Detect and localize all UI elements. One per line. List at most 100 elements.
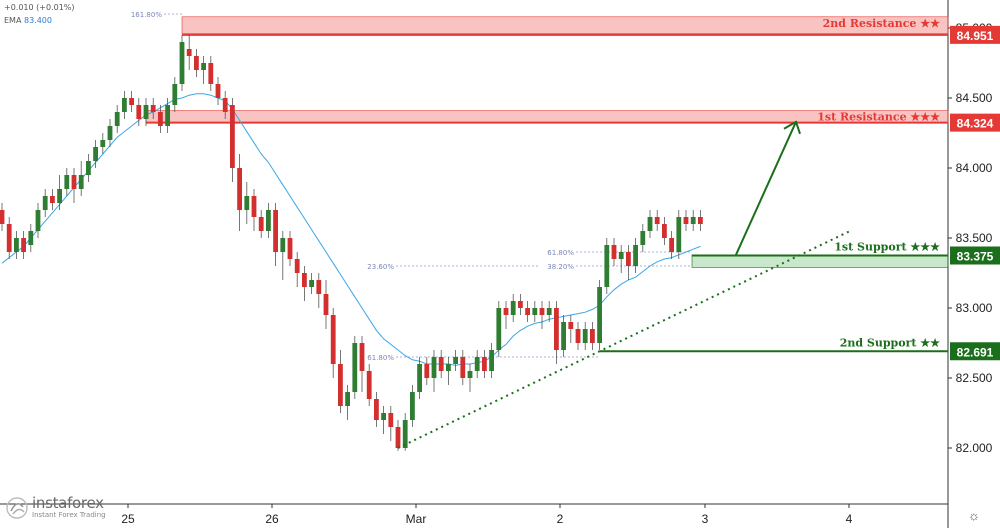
candle-body — [669, 238, 674, 252]
candle-body — [568, 322, 574, 329]
candle-body — [633, 245, 638, 266]
candle-body — [42, 196, 48, 210]
support-trendline — [397, 230, 851, 449]
candle-body — [0, 210, 5, 224]
candle-body — [676, 217, 682, 252]
candle-body — [158, 112, 163, 126]
fib-label: 61.80% — [367, 354, 394, 362]
brand-name: instaforex — [32, 494, 104, 512]
candle-body — [273, 210, 278, 252]
candle-body — [93, 147, 98, 161]
candle-body — [374, 399, 379, 420]
candle-body — [165, 105, 170, 126]
gear-icon[interactable]: ☼ — [968, 508, 980, 523]
fib-label: 38.20% — [547, 263, 574, 271]
x-tick-label: 26 — [265, 512, 279, 526]
candle-body — [222, 98, 228, 112]
candle-body — [266, 210, 271, 231]
candle-body — [489, 350, 494, 371]
x-tick-label: Mar — [406, 512, 427, 526]
resistance-label: 2nd Resistance ★★ — [823, 17, 940, 30]
level-price-label: 84.951 — [957, 29, 994, 43]
candle-body — [388, 413, 394, 427]
candle-body — [86, 161, 91, 175]
level-price-tag — [950, 113, 1000, 132]
candle-body — [172, 84, 178, 105]
candle-body — [287, 238, 293, 259]
candle-body — [518, 301, 523, 308]
candle-body — [417, 364, 422, 392]
candle-body — [100, 140, 106, 147]
candle-body — [122, 98, 127, 112]
candle-body — [525, 308, 530, 315]
y-tick-label: 82.500 — [956, 371, 993, 385]
candle-body — [150, 105, 156, 112]
level-price-tag — [950, 25, 1000, 44]
candle-body — [482, 357, 487, 371]
candle-body — [546, 308, 552, 315]
candle-body — [561, 322, 566, 350]
fib-label: 61.80% — [547, 249, 574, 257]
candle-body — [654, 217, 660, 224]
candle-body — [330, 315, 336, 364]
candle-body — [143, 105, 149, 119]
level-price-tag — [950, 246, 1000, 265]
candle-body — [323, 294, 329, 315]
candle-body — [618, 252, 624, 259]
candle-body — [14, 238, 19, 252]
candle-body — [474, 357, 480, 371]
x-tick-label: 4 — [846, 512, 853, 526]
candle-body — [71, 175, 77, 189]
candle-body — [107, 126, 113, 140]
candle-body — [201, 63, 206, 70]
level-price-label: 82.691 — [957, 345, 994, 359]
candle-body — [683, 217, 689, 224]
ema-label: EMA — [4, 16, 22, 25]
candle-body — [244, 196, 250, 210]
candle-body — [410, 392, 415, 420]
candle-body — [35, 210, 41, 231]
brand-tagline: Instant Forex Trading — [32, 511, 106, 519]
ema-legend: EMA 83.400 — [4, 16, 52, 25]
x-tick-label: 3 — [702, 512, 709, 526]
candle-body — [64, 175, 70, 189]
level-price-tag — [950, 342, 1000, 361]
candle-body — [554, 308, 559, 350]
candle-body — [640, 231, 646, 245]
fib-label: 23.60% — [367, 263, 394, 271]
y-tick-label: 83.000 — [956, 301, 993, 315]
resistance-label: 1st Resistance ★★★ — [817, 111, 940, 124]
support-label: 2nd Support ★★ — [840, 336, 940, 349]
candle-body — [129, 98, 134, 105]
candle-body — [345, 392, 350, 406]
y-tick-label: 82.000 — [956, 441, 993, 455]
candle-body — [510, 301, 516, 315]
candle-body — [359, 343, 365, 371]
price-change-text: +0.010 (+0.01%) — [4, 3, 75, 12]
fib-label: 161.80% — [131, 11, 162, 19]
candle-body — [662, 224, 667, 238]
candle-body — [179, 42, 185, 84]
ema-line — [1, 93, 701, 366]
candle-body — [21, 238, 26, 252]
projection-arrow-head — [783, 120, 801, 135]
candle-body — [186, 49, 192, 56]
candle-body — [395, 427, 401, 448]
candle-body — [366, 371, 372, 399]
candle-body — [381, 413, 386, 420]
ema-value: 83.400 — [23, 16, 52, 25]
candle-body — [690, 217, 696, 224]
brand-logo: instaforex Instant Forex Trading — [6, 496, 106, 520]
candle-body — [302, 273, 307, 287]
y-tick-label: 83.500 — [956, 231, 993, 245]
candle-body — [590, 329, 595, 343]
resistance-zone — [181, 16, 949, 34]
support-zone — [691, 254, 949, 268]
candle-body — [611, 245, 617, 259]
candle-body — [280, 238, 286, 252]
x-tick-label: 2 — [557, 512, 564, 526]
candle-body — [294, 259, 300, 273]
instaforex-logo-icon — [6, 497, 28, 519]
candle-body — [309, 280, 314, 287]
